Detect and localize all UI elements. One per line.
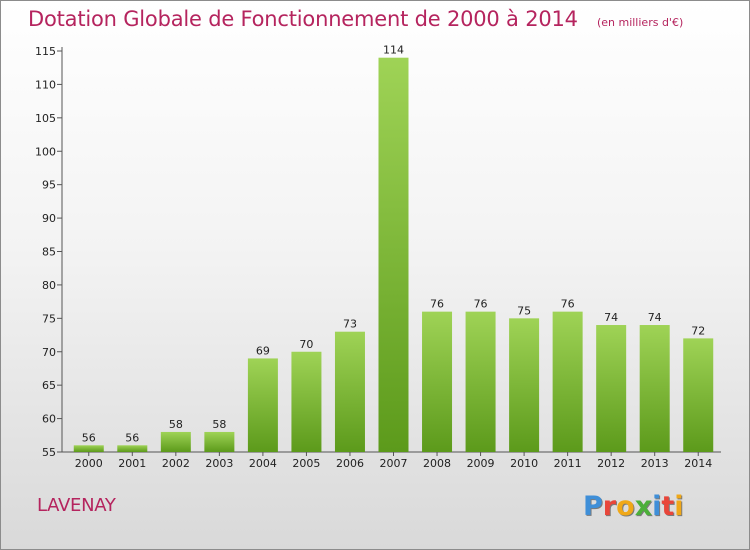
bar-value-label: 76 bbox=[474, 298, 488, 311]
logo-letter: r bbox=[602, 491, 617, 522]
bar-value-label: 114 bbox=[383, 44, 404, 57]
bar bbox=[552, 311, 583, 452]
x-tick-label: 2003 bbox=[205, 457, 233, 470]
bar-value-label: 76 bbox=[430, 298, 444, 311]
logo-letter: t bbox=[661, 491, 675, 522]
x-tick-label: 2007 bbox=[380, 457, 408, 470]
y-tick-label: 75 bbox=[42, 312, 56, 325]
x-tick-label: 2005 bbox=[292, 457, 320, 470]
chart-title: Dotation Globale de Fonctionnement de 20… bbox=[28, 7, 578, 31]
y-tick-label: 60 bbox=[42, 413, 56, 426]
bar bbox=[204, 431, 235, 452]
title-row: Dotation Globale de Fonctionnement de 20… bbox=[28, 7, 683, 31]
y-tick-label: 90 bbox=[42, 212, 56, 225]
axes: 55 60 65 70 75 80 85 90 95 100 105 110 115 2000 2001 20… bbox=[35, 45, 721, 470]
commune-name: LAVENAY bbox=[37, 495, 116, 516]
bars-group bbox=[73, 57, 714, 452]
x-tick-label: 2010 bbox=[510, 457, 538, 470]
y-tick-label: 100 bbox=[35, 145, 56, 158]
logo-letter: P bbox=[583, 491, 603, 522]
logo-letter: x bbox=[634, 491, 653, 522]
y-tick-label: 95 bbox=[42, 179, 56, 192]
bar bbox=[334, 331, 365, 452]
bar-value-label: 74 bbox=[648, 311, 662, 324]
bar bbox=[422, 311, 453, 452]
bar bbox=[639, 325, 670, 452]
y-tick-label: 110 bbox=[35, 78, 56, 91]
y-tick-label: 115 bbox=[35, 45, 56, 58]
logo-letter: o bbox=[616, 491, 635, 522]
x-tick-label: 2009 bbox=[467, 457, 495, 470]
x-tick-label: 2002 bbox=[162, 457, 190, 470]
bar bbox=[291, 351, 322, 452]
x-tick-label: 2006 bbox=[336, 457, 364, 470]
bar-value-label: 56 bbox=[125, 431, 139, 444]
proxiti-logo: Proxiti bbox=[583, 491, 684, 522]
bar bbox=[683, 338, 714, 452]
bar bbox=[247, 358, 278, 452]
logo-letter: i bbox=[674, 491, 684, 522]
bar bbox=[73, 445, 104, 452]
logo-letter: i bbox=[652, 491, 662, 522]
x-tick-label: 2013 bbox=[641, 457, 669, 470]
bar-value-label: 72 bbox=[691, 324, 705, 337]
x-tick-label: 2000 bbox=[75, 457, 103, 470]
y-tick-label: 80 bbox=[42, 279, 56, 292]
y-tick-label: 65 bbox=[42, 379, 56, 392]
y-tick-label: 55 bbox=[42, 446, 56, 459]
bar-value-label: 75 bbox=[517, 304, 531, 317]
bar bbox=[596, 325, 627, 452]
x-tick-label: 2012 bbox=[597, 457, 625, 470]
bar-value-label: 69 bbox=[256, 344, 270, 357]
y-tick-label: 105 bbox=[35, 112, 56, 125]
bar bbox=[465, 311, 496, 452]
bar-value-label: 58 bbox=[169, 418, 183, 431]
bar-value-label: 73 bbox=[343, 318, 357, 331]
bar bbox=[378, 57, 409, 452]
labels-group: 56 56 58 58 69 70 73 114 76 76 75 76 74 74 72 bbox=[82, 44, 705, 445]
bar-value-label: 76 bbox=[561, 298, 575, 311]
x-tick-label: 2011 bbox=[554, 457, 582, 470]
bar bbox=[160, 431, 191, 452]
x-tick-label: 2008 bbox=[423, 457, 451, 470]
x-tick-label: 2001 bbox=[118, 457, 146, 470]
x-tick-label: 2014 bbox=[684, 457, 712, 470]
chart-subtitle: (en milliers d'€) bbox=[596, 16, 684, 29]
bar-value-label: 56 bbox=[82, 431, 96, 444]
x-tick-label: 2004 bbox=[249, 457, 277, 470]
bar bbox=[509, 318, 540, 452]
y-tick-label: 85 bbox=[42, 246, 56, 259]
bar-value-label: 58 bbox=[212, 418, 226, 431]
y-tick-label: 70 bbox=[42, 346, 56, 359]
bar-value-label: 74 bbox=[604, 311, 618, 324]
bar-value-label: 70 bbox=[299, 338, 313, 351]
bar bbox=[117, 445, 148, 452]
